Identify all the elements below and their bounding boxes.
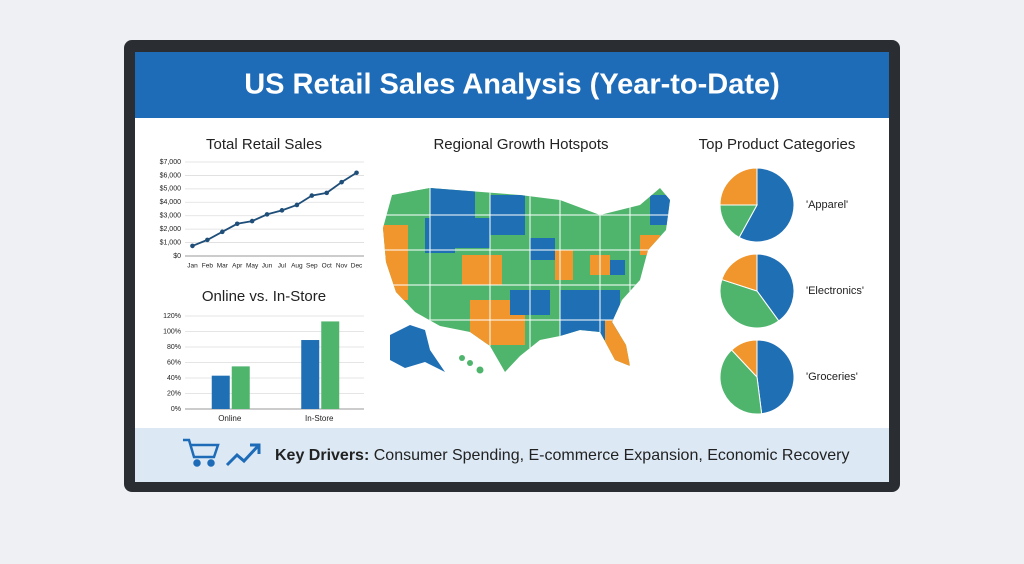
pie-slice [756, 339, 795, 415]
footer-lead: Key Drivers: [275, 447, 369, 464]
pie-slice [719, 167, 758, 206]
point [279, 208, 285, 213]
chart-title: Total Retail Sales [206, 136, 322, 153]
pie-slice [756, 253, 795, 322]
line [192, 171, 358, 247]
point [234, 221, 240, 227]
bar [231, 366, 250, 409]
point [294, 202, 300, 208]
y-tick-label: $1,000 [160, 239, 182, 246]
x-tick-label: Nov [336, 263, 348, 270]
y-tick-label: $4,000 [160, 199, 182, 206]
footer-bar [135, 428, 889, 482]
y-tick-label: $7,000 [160, 159, 182, 166]
chart-title: Regional Growth Hotspots [433, 136, 608, 153]
point [324, 190, 330, 196]
y-tick-label: 80% [167, 344, 181, 351]
x-tick-label: Jan [187, 263, 198, 270]
point [339, 179, 344, 185]
pie-label: 'Electronics' [806, 285, 864, 297]
bar [211, 375, 230, 409]
y-tick-label: 100% [163, 328, 181, 335]
pie-slice [719, 349, 763, 415]
y-tick-label: 120% [163, 313, 181, 320]
x-tick-label: Jun [262, 263, 273, 270]
bar [301, 340, 320, 409]
footer-body: Consumer Spending, E-commerce Expansion,… [374, 447, 850, 464]
header-bar [135, 52, 889, 118]
x-tick-label: Dec [351, 263, 363, 270]
point [205, 237, 210, 243]
chart-title: Top Product Categories [699, 136, 856, 153]
y-tick-label: 0% [171, 406, 181, 413]
x-tick-label: Aug [291, 263, 303, 270]
chart-title: Online vs. In-Store [202, 288, 326, 305]
pie-slice [721, 253, 758, 292]
y-tick-label: $2,000 [160, 226, 182, 233]
pie-slice [730, 339, 758, 379]
x-tick-label: Sep [306, 263, 318, 270]
pie-slice [738, 167, 795, 243]
x-tick-label: Oct [322, 263, 332, 270]
pie-label: 'Apparel' [806, 199, 848, 211]
y-tick-label: 40% [167, 375, 181, 382]
x-tick-label: Apr [232, 263, 243, 270]
header-title: US Retail Sales Analysis (Year-to-Date) [244, 69, 780, 101]
point [249, 218, 255, 224]
x-tick-label: Jul [278, 263, 287, 270]
point [219, 229, 225, 235]
footer-text: Key Drivers: Consumer Spending, E-commer… [275, 447, 850, 464]
bar [321, 321, 340, 409]
point [354, 170, 359, 176]
point [264, 212, 270, 217]
x-tick-label: Feb [202, 263, 214, 270]
point [190, 243, 195, 249]
cart-icon [183, 438, 220, 467]
x-tick-label: In-Store [305, 414, 334, 423]
y-tick-label: 20% [167, 390, 181, 397]
x-tick-label: Online [218, 414, 242, 423]
point [309, 193, 315, 198]
trend-icon [225, 443, 261, 467]
pie-slice [719, 278, 780, 329]
y-tick-label: 60% [167, 359, 181, 366]
x-tick-label: Mar [217, 263, 229, 270]
y-tick-label: $5,000 [160, 186, 182, 193]
y-tick-label: $6,000 [160, 172, 182, 179]
y-tick-label: $0 [173, 253, 181, 260]
pie-label: 'Groceries' [806, 371, 858, 383]
x-tick-label: May [246, 263, 259, 270]
y-tick-label: $3,000 [160, 213, 182, 220]
